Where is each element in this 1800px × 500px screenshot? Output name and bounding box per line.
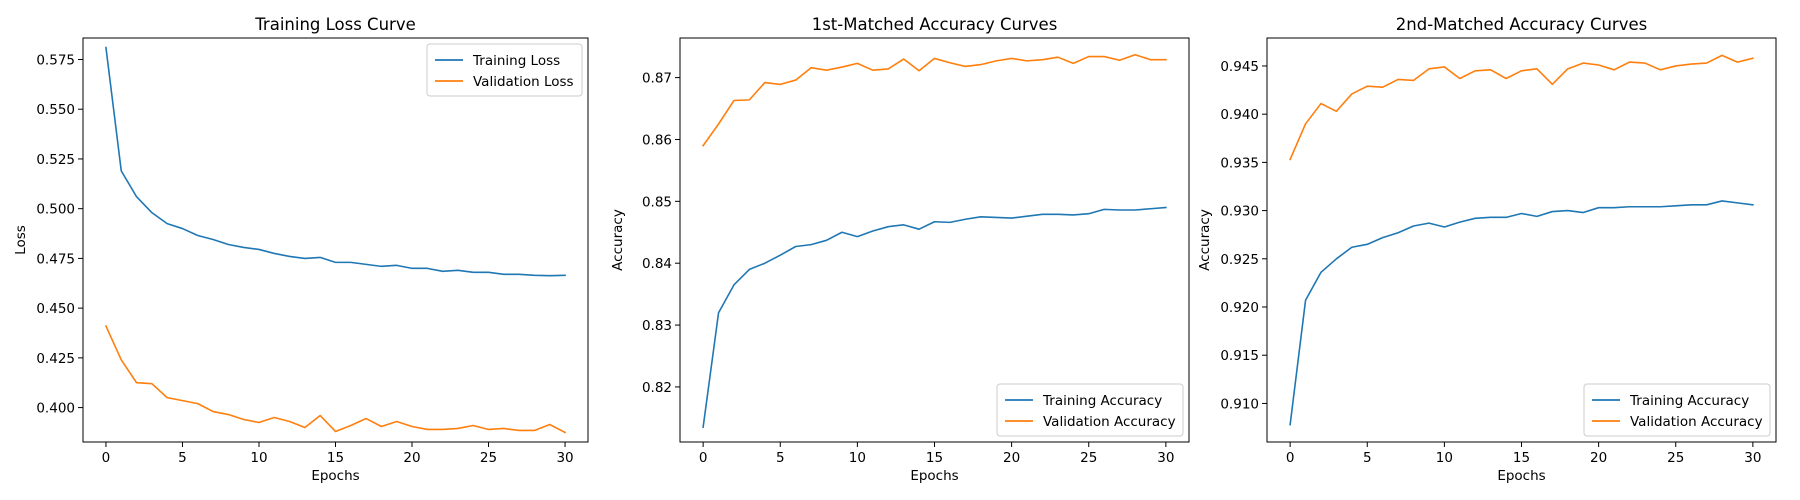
plot-frame	[82, 37, 589, 443]
legend-box	[1583, 383, 1771, 437]
y-tick-label: 0.935	[1220, 155, 1259, 171]
x-tick-label: 0	[699, 450, 708, 466]
x-tick-label: 30	[1157, 450, 1174, 466]
x-tick-label: 0	[102, 450, 111, 466]
x-tick-label: 5	[776, 450, 785, 466]
y-tick-label: 0.500	[36, 202, 75, 218]
x-axis-label: Epochs	[311, 468, 359, 484]
plot-frame	[1266, 37, 1777, 443]
x-tick-label: 10	[1436, 450, 1453, 466]
legend: Training Loss Validation Loss	[426, 43, 583, 97]
x-tick-label: 30	[556, 450, 573, 466]
x-tick-label: 30	[1744, 450, 1761, 466]
x-tick-label: 5	[1363, 450, 1372, 466]
y-tick-label: 0.450	[36, 301, 75, 317]
x-tick-label: 15	[327, 450, 344, 466]
y-tick-label: 0.87	[642, 71, 672, 87]
y-tick-label: 0.930	[1220, 204, 1259, 220]
chart-panel-2: 1st-Matched Accuracy Curves 0 5 10 15 20 25 30 0…	[610, 15, 1190, 484]
chart-title: 1st-Matched Accuracy Curves	[812, 15, 1058, 34]
series-line-validation-loss	[104, 324, 567, 434]
x-tick-label: 20	[403, 450, 420, 466]
plot-frame	[679, 37, 1190, 443]
x-tick-label: 0	[1286, 450, 1295, 466]
x-tick-label: 20	[1003, 450, 1020, 466]
y-axis-label: Accuracy	[1197, 209, 1213, 271]
y-tick-label: 0.86	[642, 132, 672, 148]
y-tick-label: 0.550	[36, 102, 75, 118]
legend-label: Training Accuracy	[1629, 393, 1749, 409]
x-tick-label: 25	[480, 450, 497, 466]
y-tick-label: 0.83	[642, 318, 672, 334]
x-tick-label: 15	[926, 450, 943, 466]
x-tick-label: 25	[1080, 450, 1097, 466]
y-tick-label: 0.910	[1220, 396, 1259, 412]
x-axis-label: Epochs	[1497, 468, 1545, 484]
y-tick-label: 0.945	[1220, 59, 1259, 75]
legend: Training Accuracy Validation Accuracy	[996, 383, 1184, 437]
chart-panel-3: 2nd-Matched Accuracy Curves 0 5 10 15 20 25 30 0…	[1197, 15, 1777, 484]
x-tick-label: 10	[849, 450, 866, 466]
chart-title: Training Loss Curve	[254, 15, 415, 34]
series-line-training-accuracy	[1289, 200, 1754, 426]
legend-label: Validation Accuracy	[1630, 414, 1763, 430]
chart-title: 2nd-Matched Accuracy Curves	[1396, 15, 1647, 34]
y-tick-label: 0.425	[36, 351, 75, 367]
legend-label: Training Loss	[472, 53, 560, 69]
y-axis-label: Accuracy	[610, 209, 626, 271]
x-tick-label: 5	[178, 450, 187, 466]
y-axis-label: Loss	[13, 225, 29, 255]
y-tick-label: 0.85	[642, 194, 672, 210]
legend-label: Validation Accuracy	[1043, 414, 1176, 430]
y-tick-label: 0.915	[1220, 348, 1259, 364]
x-tick-label: 20	[1590, 450, 1607, 466]
series-line-validation-accuracy	[702, 53, 1167, 147]
y-tick-label: 0.940	[1220, 107, 1259, 123]
chart-panel-1: Training Loss Curve 0 5 10 15 20 25 30 0.400 0.42…	[13, 15, 589, 484]
series-line-validation-accuracy	[1289, 54, 1754, 161]
y-tick-label: 0.525	[36, 152, 75, 168]
y-tick-label: 0.925	[1220, 252, 1259, 268]
legend-label: Validation Loss	[473, 74, 574, 90]
x-tick-label: 10	[250, 450, 267, 466]
y-tick-label: 0.475	[36, 251, 75, 267]
x-axis-label: Epochs	[910, 468, 958, 484]
y-tick-label: 0.82	[642, 380, 672, 396]
legend-label: Training Accuracy	[1042, 393, 1162, 409]
series-line-training-accuracy	[702, 206, 1167, 429]
y-tick-label: 0.84	[642, 256, 672, 272]
legend: Training Accuracy Validation Accuracy	[1583, 383, 1771, 437]
x-tick-label: 15	[1513, 450, 1530, 466]
x-tick-label: 25	[1667, 450, 1684, 466]
y-tick-label: 0.920	[1220, 300, 1259, 316]
y-tick-label: 0.400	[36, 401, 75, 417]
series-line-training-loss	[105, 46, 566, 277]
legend-box	[996, 383, 1184, 437]
legend-box	[426, 43, 583, 97]
y-tick-label: 0.575	[36, 52, 75, 68]
